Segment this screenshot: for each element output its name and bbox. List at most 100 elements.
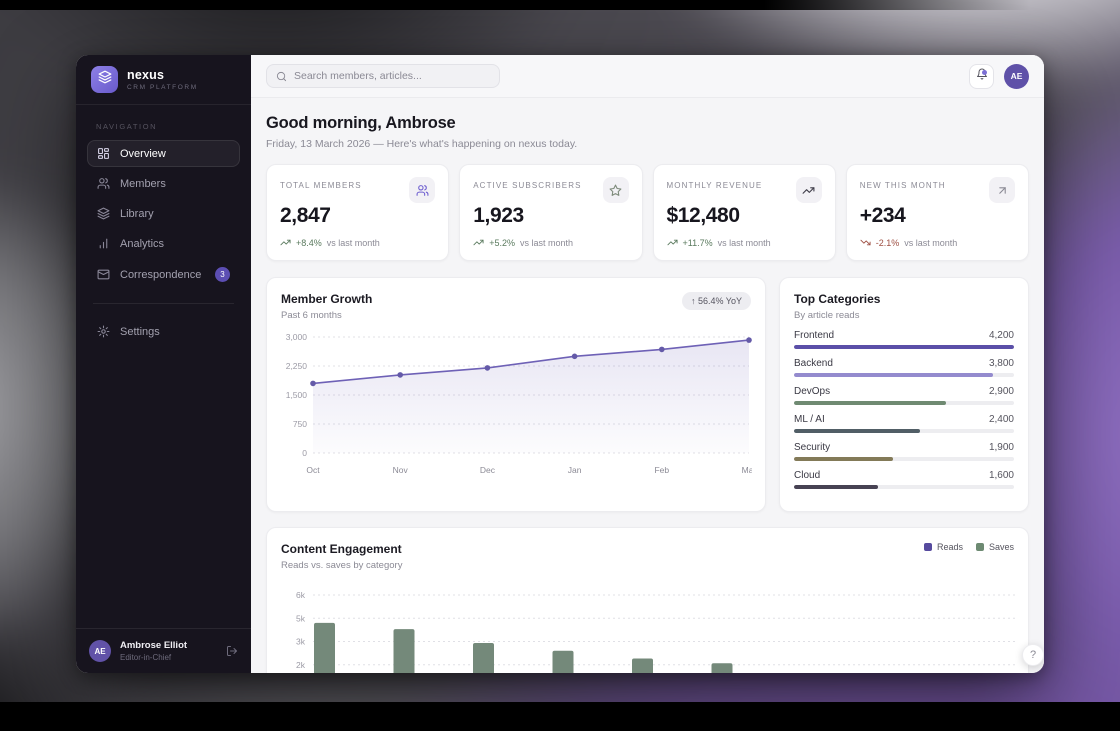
stat-delta-suffix: vs last month — [717, 237, 771, 248]
stat-delta: +8.4% — [296, 237, 322, 248]
page-title: Good morning, Ambrose — [266, 114, 456, 132]
notifications-button[interactable] — [969, 63, 994, 89]
top-categories-list: Frontend 4,200 Backend 3,800 DevOps 2,90… — [794, 330, 1014, 489]
sidebar-item-library[interactable]: Library — [87, 200, 240, 227]
letterbox-top — [0, 0, 1120, 10]
engagement-title: Content Engagement — [281, 542, 402, 556]
help-button[interactable]: ? — [1022, 644, 1044, 666]
category-name: Frontend — [794, 330, 835, 341]
category-value: 3,800 — [988, 358, 1014, 369]
nav-divider — [93, 303, 234, 304]
gear-icon — [97, 325, 110, 338]
avatar: AE — [89, 640, 111, 662]
svg-text:Oct: Oct — [306, 465, 320, 475]
category-bar-track — [794, 485, 1014, 489]
mail-icon — [97, 268, 110, 281]
category-value: 1,600 — [988, 470, 1014, 481]
stat-delta-suffix: vs last month — [904, 237, 958, 248]
engagement-subtitle: Reads vs. saves by category — [281, 560, 403, 571]
sidebar-item-settings[interactable]: Settings — [87, 318, 240, 345]
category-bar-fill — [794, 485, 878, 489]
category-bar-track — [794, 401, 1014, 405]
bell-icon — [976, 67, 988, 85]
arrow-up-right-icon — [989, 177, 1015, 203]
member-growth-card: Member Growth Past 6 months ↑ 56.4% YoY … — [266, 277, 766, 512]
category-row-frontend: Frontend 4,200 — [794, 330, 1014, 349]
svg-text:1,500: 1,500 — [286, 390, 308, 400]
trend-up-icon — [795, 177, 822, 203]
layers-icon — [97, 207, 110, 220]
category-row-ml-ai: ML / AI 2,400 — [794, 414, 1014, 433]
brand-name: nexus — [127, 68, 165, 82]
category-row-security: Security 1,900 — [794, 442, 1014, 461]
category-bar-track — [794, 345, 1014, 349]
nav-section-label: NAVIGATION — [96, 122, 158, 131]
category-name: Cloud — [794, 470, 821, 481]
engagement-chart: 6k 5k 3k 2k — [281, 577, 1016, 673]
brand-tagline: CRM PLATFORM — [127, 84, 198, 91]
category-row-cloud: Cloud 1,600 — [794, 470, 1014, 489]
svg-text:2,250: 2,250 — [286, 361, 308, 371]
content-engagement-card: Content Engagement Reads vs. saves by ca… — [266, 527, 1029, 673]
category-name: DevOps — [794, 386, 831, 397]
yoy-badge: ↑ 56.4% YoY — [681, 292, 751, 310]
category-bar-track — [794, 457, 1014, 461]
category-value: 4,200 — [988, 330, 1014, 341]
svg-text:Mar: Mar — [742, 465, 752, 475]
category-bar-fill — [794, 457, 894, 461]
legend-item-reads: Reads — [923, 542, 963, 552]
charts-row: Member Growth Past 6 months ↑ 56.4% YoY … — [266, 277, 1029, 512]
category-value: 2,400 — [988, 414, 1014, 425]
sidebar-item-overview[interactable]: Overview — [87, 140, 240, 167]
logout-icon[interactable] — [226, 645, 238, 657]
layers-icon — [98, 70, 112, 89]
svg-text:5k: 5k — [296, 613, 306, 623]
category-bar-fill — [794, 373, 994, 377]
svg-text:750: 750 — [293, 419, 307, 429]
sidebar-item-label: Overview — [120, 147, 166, 160]
users-icon — [97, 177, 110, 190]
stat-delta-suffix: vs last month — [326, 237, 380, 248]
sidebar-item-label: Analytics — [120, 237, 165, 250]
top-categories-title: Top Categories — [794, 292, 881, 306]
grid-icon — [97, 147, 110, 160]
category-row-devops: DevOps 2,900 — [794, 386, 1014, 405]
sidebar-item-members[interactable]: Members — [87, 170, 240, 197]
svg-text:Nov: Nov — [393, 465, 409, 475]
topbar-avatar[interactable]: AE — [1004, 63, 1029, 89]
line-chart-svg: 3,000 2,250 1,500 750 0 Oct Nov Dec Jan Feb Mar — [286, 332, 752, 475]
trend-down-icon — [860, 237, 871, 248]
sidebar-item-analytics[interactable]: Analytics — [87, 230, 240, 257]
page-subtitle: Friday, 13 March 2026 — Here's what's ha… — [266, 138, 578, 150]
stat-value: 2,847 — [280, 204, 331, 227]
dashboard-content: Good morning, Ambrose Friday, 13 March 2… — [251, 98, 1044, 673]
stat-card-new-this-month: NEW THIS MONTH +234 -2.1% vs last month — [845, 164, 1029, 261]
stat-label: NEW THIS MONTH — [859, 181, 946, 190]
category-bar-track — [794, 373, 1014, 377]
category-row-backend: Backend 3,800 — [794, 358, 1014, 377]
category-name: ML / AI — [794, 414, 825, 425]
sidebar-item-label: Correspondence — [120, 268, 202, 281]
legend-swatch — [923, 543, 932, 551]
category-bar-fill — [794, 345, 1014, 349]
stat-delta-suffix: vs last month — [520, 237, 574, 248]
category-bar-track — [794, 429, 1014, 433]
member-growth-title: Member Growth — [281, 292, 373, 306]
sidebar-item-correspondence[interactable]: Correspondence 3 — [87, 260, 240, 289]
stat-delta: -2.1% — [875, 237, 900, 248]
stat-card-active-subscribers: ACTIVE SUBSCRIBERS 1,923 +5.2% vs last m… — [459, 164, 643, 261]
top-categories-subtitle: By article reads — [794, 310, 860, 321]
search-box — [266, 64, 500, 88]
trend-up-icon — [280, 237, 291, 248]
main-area: AE Good morning, Ambrose Friday, 13 Marc… — [251, 55, 1044, 673]
stat-card-total-members: TOTAL MEMBERS 2,847 +8.4% vs last month — [266, 164, 450, 261]
letterbox-bottom — [0, 702, 1120, 731]
svg-text:Jan: Jan — [568, 465, 582, 475]
legend-swatch — [975, 543, 984, 551]
sidebar-item-label: Members — [120, 177, 166, 190]
svg-text:2k: 2k — [296, 660, 306, 670]
category-value: 2,900 — [988, 386, 1014, 397]
svg-text:6k: 6k — [296, 590, 306, 600]
stat-card-monthly-revenue: MONTHLY REVENUE $12,480 +11.7% vs last m… — [652, 164, 836, 261]
search-input[interactable] — [294, 70, 490, 82]
